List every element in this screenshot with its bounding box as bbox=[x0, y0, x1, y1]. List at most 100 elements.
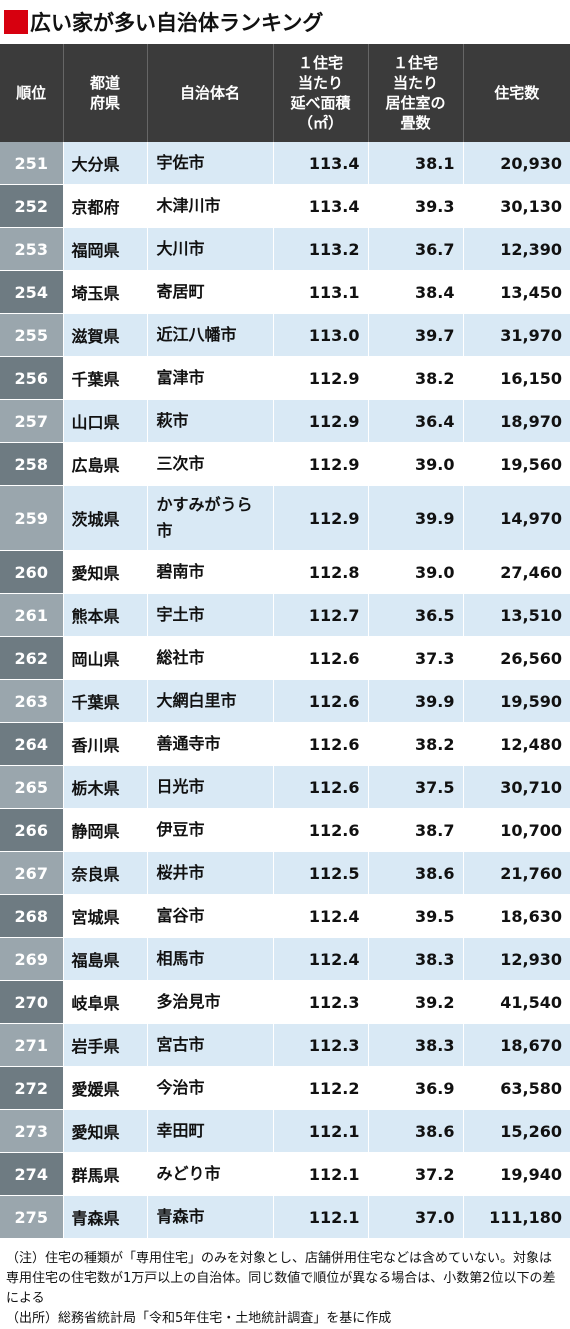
table-header-row: 順位 都道 府県 自治体名 １住宅 当たり 延べ面積 （㎡） １住宅 当たり 居住室の 畳数 住宅数 bbox=[0, 44, 570, 142]
table-row: 269 福島県 相馬市 112.4 38.3 12,930 bbox=[0, 937, 570, 981]
prefecture-cell: 愛媛県 bbox=[62, 1066, 147, 1110]
houses-cell: 27,460 bbox=[462, 550, 570, 594]
table-row: 260 愛知県 碧南市 112.8 39.0 27,460 bbox=[0, 550, 570, 594]
header-line: 畳数 bbox=[400, 114, 431, 132]
tatami-cell: 36.9 bbox=[367, 1066, 463, 1110]
rank-cell: 273 bbox=[0, 1109, 63, 1153]
houses-cell: 19,940 bbox=[462, 1152, 570, 1196]
header-line: 延べ面積 bbox=[290, 94, 351, 112]
houses-cell: 19,590 bbox=[462, 679, 570, 723]
floor-area-cell: 112.1 bbox=[272, 1109, 368, 1153]
houses-cell: 18,670 bbox=[462, 1023, 570, 1067]
municipality-cell: 近江八幡市 bbox=[146, 313, 273, 357]
municipality-cell: 宇佐市 bbox=[146, 142, 273, 185]
rank-cell: 251 bbox=[0, 142, 63, 185]
prefecture-cell: 愛知県 bbox=[62, 1109, 147, 1153]
rank-cell: 266 bbox=[0, 808, 63, 852]
tatami-cell: 39.2 bbox=[367, 980, 463, 1024]
table-row: 252 京都府 木津川市 113.4 39.3 30,130 bbox=[0, 184, 570, 228]
notes: （注）住宅の種類が「専用住宅」のみを対象とし、店舗併用住宅などは含めていない。対… bbox=[0, 1239, 570, 1329]
municipality-cell: 碧南市 bbox=[146, 550, 273, 594]
floor-area-cell: 112.6 bbox=[272, 722, 368, 766]
tatami-cell: 37.3 bbox=[367, 636, 463, 680]
prefecture-cell: 宮城県 bbox=[62, 894, 147, 938]
prefecture-cell: 岩手県 bbox=[62, 1023, 147, 1067]
floor-area-cell: 113.4 bbox=[272, 142, 368, 185]
tatami-cell: 38.3 bbox=[367, 937, 463, 981]
prefecture-cell: 熊本県 bbox=[62, 593, 147, 637]
tatami-cell: 37.2 bbox=[367, 1152, 463, 1196]
table-row: 259 茨城県 かすみがうら市 112.9 39.9 14,970 bbox=[0, 485, 570, 551]
municipality-cell: 相馬市 bbox=[146, 937, 273, 981]
floor-area-cell: 112.9 bbox=[272, 442, 368, 486]
floor-area-cell: 113.2 bbox=[272, 227, 368, 271]
houses-cell: 13,510 bbox=[462, 593, 570, 637]
note-text: （注）住宅の種類が「専用住宅」のみを対象とし、店舗併用住宅などは含めていない。対… bbox=[6, 1251, 556, 1306]
municipality-cell: 宮古市 bbox=[146, 1023, 273, 1067]
rank-cell: 267 bbox=[0, 851, 63, 895]
page-title: 広い家が多い自治体ランキング bbox=[30, 11, 324, 35]
municipality-cell: 大網白里市 bbox=[146, 679, 273, 723]
houses-cell: 41,540 bbox=[462, 980, 570, 1024]
rank-cell: 272 bbox=[0, 1066, 63, 1110]
table-row: 263 千葉県 大網白里市 112.6 39.9 19,590 bbox=[0, 679, 570, 723]
table-row: 274 群馬県 みどり市 112.1 37.2 19,940 bbox=[0, 1152, 570, 1196]
table-row: 264 香川県 善通寺市 112.6 38.2 12,480 bbox=[0, 722, 570, 766]
municipality-cell: 寄居町 bbox=[146, 270, 273, 314]
floor-area-cell: 112.6 bbox=[272, 679, 368, 723]
prefecture-cell: 埼玉県 bbox=[62, 270, 147, 314]
houses-cell: 30,130 bbox=[462, 184, 570, 228]
header-line: 居住室の bbox=[385, 94, 446, 112]
prefecture-cell: 広島県 bbox=[62, 442, 147, 486]
table-row: 255 滋賀県 近江八幡市 113.0 39.7 31,970 bbox=[0, 313, 570, 357]
tatami-cell: 36.7 bbox=[367, 227, 463, 271]
table-row: 271 岩手県 宮古市 112.3 38.3 18,670 bbox=[0, 1023, 570, 1067]
floor-area-cell: 112.3 bbox=[272, 980, 368, 1024]
prefecture-cell: 福島県 bbox=[62, 937, 147, 981]
header-rank: 順位 bbox=[0, 44, 64, 142]
floor-area-cell: 112.6 bbox=[272, 636, 368, 680]
header-line: １住宅 bbox=[392, 54, 438, 72]
prefecture-cell: 福岡県 bbox=[62, 227, 147, 271]
prefecture-cell: 香川県 bbox=[62, 722, 147, 766]
municipality-cell: 青森市 bbox=[146, 1195, 273, 1239]
municipality-cell: みどり市 bbox=[146, 1152, 273, 1196]
prefecture-cell: 京都府 bbox=[62, 184, 147, 228]
table-row: 267 奈良県 桜井市 112.5 38.6 21,760 bbox=[0, 851, 570, 895]
tatami-cell: 38.7 bbox=[367, 808, 463, 852]
floor-area-cell: 112.6 bbox=[272, 808, 368, 852]
floor-area-cell: 112.9 bbox=[272, 485, 368, 551]
houses-cell: 21,760 bbox=[462, 851, 570, 895]
rank-cell: 260 bbox=[0, 550, 63, 594]
municipality-cell: かすみがうら市 bbox=[146, 485, 273, 551]
tatami-cell: 39.5 bbox=[367, 894, 463, 938]
prefecture-cell: 岡山県 bbox=[62, 636, 147, 680]
municipality-cell: 富津市 bbox=[146, 356, 273, 400]
prefecture-cell: 茨城県 bbox=[62, 485, 147, 551]
header-tatami: １住宅 当たり 居住室の 畳数 bbox=[368, 44, 464, 142]
rank-cell: 269 bbox=[0, 937, 63, 981]
tatami-cell: 38.1 bbox=[367, 142, 463, 185]
floor-area-cell: 112.8 bbox=[272, 550, 368, 594]
municipality-line: かすみがうら bbox=[156, 495, 253, 514]
header-floor-area: １住宅 当たり 延べ面積 （㎡） bbox=[273, 44, 369, 142]
municipality-cell: 木津川市 bbox=[146, 184, 273, 228]
houses-cell: 20,930 bbox=[462, 142, 570, 185]
municipality-cell: 幸田町 bbox=[146, 1109, 273, 1153]
houses-cell: 10,700 bbox=[462, 808, 570, 852]
prefecture-cell: 静岡県 bbox=[62, 808, 147, 852]
houses-cell: 111,180 bbox=[462, 1195, 570, 1239]
municipality-cell: 善通寺市 bbox=[146, 722, 273, 766]
title-square-icon bbox=[4, 10, 28, 34]
tatami-cell: 38.2 bbox=[367, 356, 463, 400]
municipality-cell: 三次市 bbox=[146, 442, 273, 486]
floor-area-cell: 112.4 bbox=[272, 937, 368, 981]
rank-cell: 274 bbox=[0, 1152, 63, 1196]
houses-cell: 13,450 bbox=[462, 270, 570, 314]
tatami-cell: 37.5 bbox=[367, 765, 463, 809]
prefecture-cell: 青森県 bbox=[62, 1195, 147, 1239]
municipality-line: 市 bbox=[156, 521, 173, 540]
floor-area-cell: 112.9 bbox=[272, 356, 368, 400]
houses-cell: 26,560 bbox=[462, 636, 570, 680]
header-line: 府県 bbox=[89, 94, 120, 112]
